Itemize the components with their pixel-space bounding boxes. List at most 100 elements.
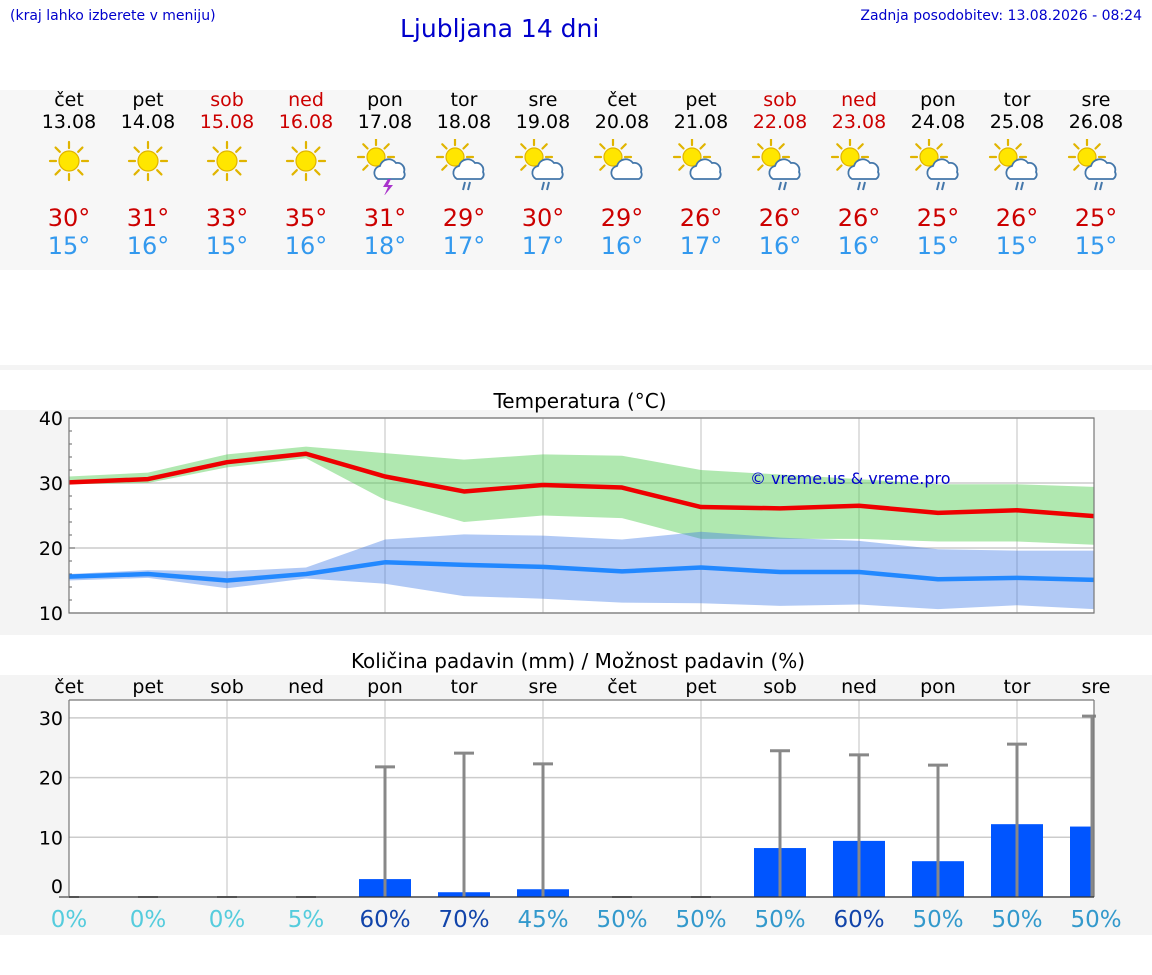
min-temperature: 15° — [916, 232, 960, 260]
rain-drop — [1094, 181, 1098, 191]
min-temperature: 17° — [679, 232, 723, 260]
copyright-watermark: © vreme.us & vreme.pro — [750, 469, 951, 488]
sun-cloud-icon — [593, 139, 643, 180]
max-temperature: 31° — [363, 204, 407, 232]
sun-rays — [285, 140, 327, 182]
sun-cloud-rain-icon — [1067, 139, 1117, 191]
day-name: pon — [920, 89, 956, 111]
sun-cloud-rain-icon — [988, 139, 1038, 191]
min-temperature: 17° — [521, 232, 565, 260]
rain-drop — [778, 181, 782, 191]
day-column: pon 17.08 31° 18° — [346, 89, 424, 260]
max-temperature: 26° — [758, 204, 802, 232]
sun-disc — [761, 147, 781, 167]
cloud-shape — [847, 158, 880, 180]
max-temperature: 31° — [126, 204, 170, 232]
sun-cloud-rain-icon — [909, 139, 959, 191]
rain-drop — [783, 181, 787, 191]
max-temperature: 25° — [1074, 204, 1118, 232]
day-date: 24.08 — [910, 111, 966, 133]
min-temperature: 15° — [995, 232, 1039, 260]
cloud-shape — [1084, 158, 1117, 180]
sun-cloud-rain-icon — [830, 139, 880, 191]
precipitation-chart: Količina padavin (mm) / Možnost padavin … — [39, 649, 1122, 933]
precipitation-chance-label: 50% — [1070, 907, 1121, 933]
day-column: sob 15.08 33° 15° — [188, 89, 266, 260]
sun-cloud-storm-icon — [356, 139, 406, 195]
min-temperature: 17° — [442, 232, 486, 260]
sun-disc — [137, 150, 159, 172]
day-name: čet — [54, 89, 84, 111]
sun-icon — [48, 140, 90, 182]
rain-drop — [862, 181, 866, 191]
day-label: pon — [920, 676, 956, 698]
rain-drop — [467, 181, 471, 191]
day-date: 14.08 — [120, 111, 176, 133]
day-date: 19.08 — [515, 111, 571, 133]
day-label: tor — [1004, 676, 1031, 698]
sun-disc — [295, 150, 317, 172]
y-tick-label: 40 — [39, 408, 63, 430]
min-temperature: 16° — [758, 232, 802, 260]
day-name: čet — [607, 89, 637, 111]
max-temperature-range-band — [69, 446, 1094, 545]
day-label: ned — [288, 676, 324, 698]
day-column: sre 26.08 25° 15° — [1057, 89, 1135, 260]
precipitation-chance-label: 0% — [209, 907, 246, 933]
precipitation-chance-label: 50% — [991, 907, 1042, 933]
day-label: čet — [607, 676, 637, 698]
day-date: 20.08 — [594, 111, 650, 133]
day-column: ned 16.08 35° 16° — [267, 89, 345, 260]
min-temperature: 16° — [837, 232, 881, 260]
cloud-shape — [768, 158, 801, 180]
day-column: pon 24.08 25° 15° — [899, 89, 977, 260]
rain-drop — [1015, 181, 1019, 191]
y-tick-label: 30 — [39, 708, 63, 730]
y-tick-label: 10 — [39, 827, 63, 849]
day-date: 13.08 — [41, 111, 97, 133]
cloud-shape — [373, 158, 406, 180]
day-label: sob — [763, 676, 797, 698]
sun-icon — [285, 140, 327, 182]
sun-disc — [216, 150, 238, 172]
page-title: Ljubljana 14 dni — [400, 14, 600, 43]
max-temperature: 26° — [995, 204, 1039, 232]
min-temperature: 15° — [205, 232, 249, 260]
sun-rays — [48, 140, 90, 182]
day-name: ned — [841, 89, 877, 111]
cloud-shape — [531, 158, 564, 180]
rain-drop — [941, 181, 945, 191]
section-divider — [0, 365, 1152, 370]
y-tick-label: 20 — [39, 538, 63, 560]
day-column: pet 21.08 26° 17° — [662, 89, 740, 260]
temperature-chart-title: Temperatura (°C) — [492, 389, 666, 413]
precipitation-chance-label: 5% — [288, 907, 325, 933]
sun-disc — [524, 147, 544, 167]
day-label: ned — [841, 676, 877, 698]
sun-icon — [127, 140, 169, 182]
sun-icon — [206, 140, 248, 182]
precipitation-chance-label: 60% — [359, 907, 410, 933]
precipitation-chance-label: 70% — [438, 907, 489, 933]
day-column: sre 19.08 30° 17° — [504, 89, 582, 260]
max-temperature: 29° — [442, 204, 486, 232]
sun-rays — [514, 139, 554, 177]
y-tick-label: 10 — [39, 603, 63, 625]
max-temperature: 29° — [600, 204, 644, 232]
lightning-bolt — [383, 179, 393, 195]
day-label: pet — [685, 676, 716, 698]
cloud-shape — [452, 158, 485, 180]
day-date: 25.08 — [989, 111, 1045, 133]
day-name: sre — [528, 89, 558, 111]
min-temperature: 16° — [126, 232, 170, 260]
sun-disc — [58, 150, 80, 172]
day-date: 22.08 — [752, 111, 808, 133]
precipitation-chance-label: 0% — [130, 907, 167, 933]
day-label: sre — [1082, 676, 1111, 698]
precipitation-bar — [1070, 826, 1094, 897]
temperature-chart: Temperatura (°C) 10 20 30 40 © vreme.us & vre… — [39, 389, 1095, 625]
max-temperature: 25° — [916, 204, 960, 232]
precipitation-chance-label: 60% — [833, 907, 884, 933]
cloud-shape — [689, 158, 722, 180]
sun-cloud-rain-icon — [514, 139, 564, 191]
